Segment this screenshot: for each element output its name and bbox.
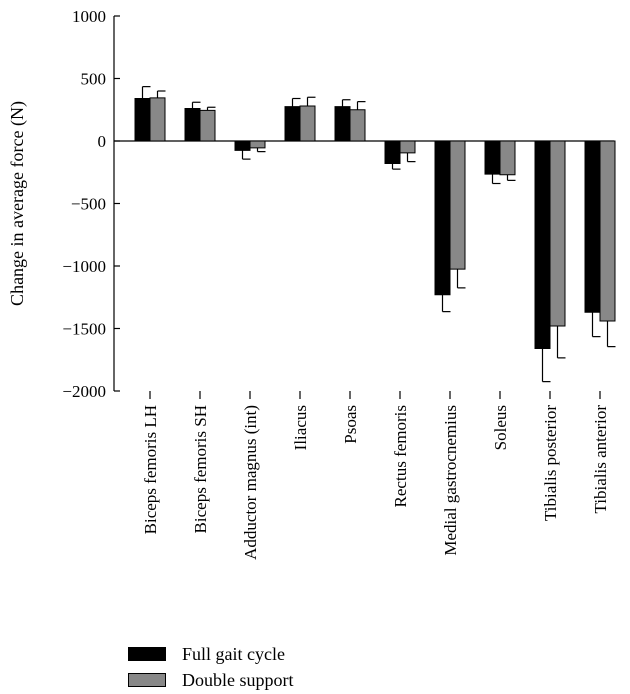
bar-double-support-7: [499, 140, 516, 176]
bar-full-gait-8: [534, 140, 551, 349]
legend-swatch: [128, 647, 166, 661]
bar-double-support-1: [199, 109, 216, 142]
x-tick-label: Medial gastrocnemius: [441, 405, 460, 556]
y-tick-label: −1500: [62, 320, 106, 339]
bar-full-gait-0: [134, 98, 151, 142]
bar-double-support-6: [449, 140, 466, 270]
bar-full-gait-7: [484, 140, 501, 175]
bar-double-support-5: [399, 140, 416, 154]
x-tick-label: Psoas: [341, 405, 360, 444]
y-tick-label: 1000: [72, 7, 106, 26]
legend-label: Full gait cycle: [182, 643, 285, 664]
x-tick-label: Tibialis posterior: [541, 405, 560, 521]
y-tick-label: −500: [71, 195, 106, 214]
legend: Full gait cycle Double support: [128, 641, 294, 693]
bar-full-gait-9: [584, 140, 601, 313]
x-tick-label: Rectus femoris: [391, 405, 410, 507]
bar-chart: 1000 500 0 −500 −1000 −1500 −2000 Change in ave…: [7, 7, 616, 560]
bar-full-gait-1: [184, 108, 201, 142]
bar-double-support-9: [599, 140, 616, 322]
bar-full-gait-4: [334, 106, 351, 142]
bar-full-gait-5: [384, 140, 401, 164]
bar-full-gait-6: [434, 140, 451, 296]
y-tick-label: −2000: [62, 382, 106, 401]
plot-area: 1000 500 0 −500 −1000 −1500 −2000 Change in ave…: [7, 7, 616, 560]
legend-label: Double support: [182, 669, 294, 690]
bar-full-gait-2: [234, 140, 251, 151]
y-tick-label: −1000: [62, 257, 106, 276]
x-tick-label: Adductor magnus (int): [241, 405, 260, 560]
y-tick-label: 0: [98, 132, 107, 151]
legend-swatch: [128, 673, 166, 687]
y-axis-label: Change in average force (N): [7, 101, 28, 306]
legend-item: Full gait cycle: [128, 641, 294, 667]
x-tick-label: Soleus: [491, 405, 510, 450]
bar-double-support-0: [149, 97, 166, 142]
bar-double-support-3: [299, 105, 316, 142]
bar-double-support-8: [549, 140, 566, 327]
bar-full-gait-3: [284, 106, 301, 142]
bar-double-support-2: [249, 140, 266, 149]
legend-item: Double support: [128, 667, 294, 693]
x-tick-label: Iliacus: [291, 405, 310, 450]
x-tick-label: Biceps femoris LH: [141, 405, 160, 534]
x-tick-label: Biceps femoris SH: [191, 405, 210, 533]
bar-double-support-4: [349, 109, 366, 142]
y-tick-label: 500: [81, 70, 107, 89]
x-tick-label: Tibialis anterior: [591, 405, 610, 514]
